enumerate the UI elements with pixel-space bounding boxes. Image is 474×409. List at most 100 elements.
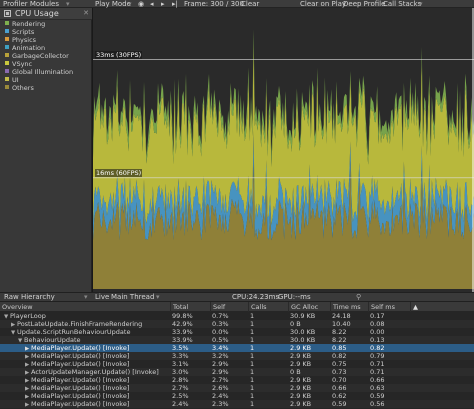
thread-dropdown[interactable]: Main Thread bbox=[111, 293, 155, 301]
legend-item[interactable]: Animation bbox=[5, 45, 45, 52]
hierarchy-column-headers: Overview Total Self Calls GC Alloc Time … bbox=[0, 302, 474, 312]
column-self-ms[interactable]: Self ms bbox=[368, 302, 410, 312]
legend-item[interactable]: UI bbox=[5, 77, 19, 84]
close-icon[interactable]: ✕ bbox=[83, 9, 89, 17]
row-name: BehaviourUpdate bbox=[24, 336, 81, 344]
profiler-modules-dropdown[interactable]: Profiler Modules bbox=[3, 0, 59, 8]
play-mode-dropdown[interactable]: Play Mode bbox=[95, 0, 131, 8]
row-selfms-cell: 0.00 bbox=[370, 328, 385, 336]
table-row[interactable]: ▶ MediaPlayer.Update() [Invoke] 3.5% 3.4% 1 2… bbox=[0, 344, 474, 352]
row-name: MediaPlayer.Update() [Invoke] bbox=[31, 360, 130, 368]
expanded-arrow-icon[interactable]: ▼ bbox=[11, 330, 16, 336]
row-gc-cell: 2.9 KB bbox=[290, 384, 312, 392]
row-time-cell: 10.40 bbox=[332, 320, 351, 328]
collapsed-arrow-icon[interactable]: ▶ bbox=[25, 386, 30, 392]
row-name-cell: ▶ MediaPlayer.Update() [Invoke] bbox=[25, 376, 170, 385]
legend-item[interactable]: Scripts bbox=[5, 29, 34, 36]
legend-label: Others bbox=[12, 84, 34, 92]
legend-swatch-icon bbox=[5, 85, 9, 89]
deep-profile-toggle[interactable]: Deep Profile bbox=[343, 0, 386, 8]
row-total-cell: 42.9% bbox=[172, 320, 193, 328]
gpu-time-readout: GPU:--ms bbox=[278, 293, 311, 301]
row-calls-cell: 1 bbox=[250, 384, 255, 392]
row-time-cell: 24.18 bbox=[332, 312, 351, 320]
record-icon[interactable]: ◉ bbox=[138, 0, 145, 8]
expanded-arrow-icon[interactable]: ▼ bbox=[4, 314, 9, 320]
row-name: MediaPlayer.Update() [Invoke] bbox=[31, 384, 130, 392]
column-time-ms[interactable]: Time ms bbox=[330, 302, 368, 312]
expanded-arrow-icon[interactable]: ▼ bbox=[18, 338, 23, 344]
column-total[interactable]: Total bbox=[170, 302, 210, 312]
collapsed-arrow-icon[interactable]: ▶ bbox=[25, 354, 30, 360]
row-self-cell: 2.3% bbox=[212, 400, 229, 408]
row-gc-cell: 0 B bbox=[290, 320, 301, 328]
clear-on-play-toggle[interactable]: Clear on Play bbox=[300, 0, 347, 8]
row-selfms-cell: 0.71 bbox=[370, 368, 385, 376]
row-gc-cell: 30.0 KB bbox=[290, 328, 316, 336]
clear-button[interactable]: Clear bbox=[241, 0, 260, 8]
sort-arrow-icon[interactable]: ▲ bbox=[410, 302, 474, 312]
table-row[interactable]: ▼ PlayerLoop 99.8% 0.7% 1 30.9 KB 24.18 0.17 bbox=[0, 312, 474, 320]
collapsed-arrow-icon[interactable]: ▶ bbox=[25, 362, 30, 368]
column-self[interactable]: Self bbox=[210, 302, 248, 312]
table-row[interactable]: ▶ MediaPlayer.Update() [Invoke] 3.1% 2.9% 1 2… bbox=[0, 360, 474, 368]
legend-item[interactable]: GarbageCollector bbox=[5, 53, 69, 60]
collapsed-arrow-icon[interactable]: ▶ bbox=[25, 394, 30, 400]
table-row[interactable]: ▶ MediaPlayer.Update() [Invoke] 3.3% 3.2% 1 2… bbox=[0, 352, 474, 360]
table-row[interactable]: ▶ ActorUpdateManager.Update() [Invoke] 3.0… bbox=[0, 368, 474, 376]
row-self-cell: 0.7% bbox=[212, 312, 229, 320]
prev-frame-icon[interactable]: ◂ bbox=[150, 0, 154, 8]
table-row[interactable]: ▼ BehaviourUpdate 33.9% 0.5% 1 30.0 KB 8.22 0.1… bbox=[0, 336, 474, 344]
collapsed-arrow-icon[interactable]: ▶ bbox=[25, 378, 30, 384]
legend-label: GarbageCollector bbox=[12, 52, 69, 60]
legend-label: UI bbox=[12, 76, 19, 84]
legend-item[interactable]: VSync bbox=[5, 61, 32, 68]
row-self-cell: 2.9% bbox=[212, 360, 229, 368]
row-name-cell: ▼ PlayerLoop bbox=[4, 312, 170, 321]
table-row[interactable]: ▶ PostLateUpdate.FinishFrameRendering 42.9… bbox=[0, 320, 474, 328]
table-row[interactable]: ▶ MediaPlayer.Update() [Invoke] 2.5% 2.4% 1 2… bbox=[0, 392, 474, 400]
legend-item[interactable]: Physics bbox=[5, 37, 36, 44]
legend-item[interactable]: Global Illumination bbox=[5, 69, 73, 76]
call-stacks-toggle[interactable]: Call Stacks bbox=[383, 0, 422, 8]
legend-item[interactable]: Rendering bbox=[5, 21, 45, 28]
table-row[interactable]: ▼ Update.ScriptRunBehaviourUpdate 33.9% 0.0… bbox=[0, 328, 474, 336]
row-calls-cell: 1 bbox=[250, 312, 255, 320]
row-time-cell: 0.59 bbox=[332, 400, 347, 408]
collapsed-arrow-icon[interactable]: ▶ bbox=[25, 346, 30, 352]
next-frame-icon[interactable]: ▸ bbox=[161, 0, 165, 8]
current-frame-icon[interactable]: ▸| bbox=[172, 0, 178, 8]
live-toggle[interactable]: Live bbox=[95, 293, 110, 301]
row-self-cell: 3.4% bbox=[212, 344, 229, 352]
legend-label: Physics bbox=[12, 36, 37, 44]
table-row[interactable]: ▶ MediaPlayer.Update() [Invoke] 2.7% 2.6% 1 2… bbox=[0, 384, 474, 392]
frame-counter: Frame: 300 / 300 bbox=[184, 0, 244, 8]
row-selfms-cell: 0.66 bbox=[370, 376, 385, 384]
series-area-vsync bbox=[93, 43, 474, 226]
legend-item[interactable]: Others bbox=[5, 85, 34, 92]
collapsed-arrow-icon[interactable]: ▶ bbox=[11, 322, 16, 328]
legend-swatch-icon bbox=[5, 21, 9, 25]
row-selfms-cell: 0.56 bbox=[370, 400, 385, 408]
collapsed-arrow-icon[interactable]: ▶ bbox=[25, 370, 30, 376]
cpu-usage-chart[interactable]: 33ms (30FPS) 16ms (60FPS) bbox=[93, 8, 474, 292]
legend-swatch-icon bbox=[5, 69, 9, 73]
table-row[interactable]: ▶ MediaPlayer.Update() [Invoke] 2.8% 2.7% 1 2… bbox=[0, 376, 474, 384]
row-total-cell: 3.0% bbox=[172, 368, 189, 376]
column-calls[interactable]: Calls bbox=[248, 302, 288, 312]
view-mode-dropdown[interactable]: Raw Hierarchy bbox=[4, 293, 55, 301]
cpu-usage-module-header[interactable]: CPU Usage ✕ bbox=[0, 8, 92, 20]
row-calls-cell: 1 bbox=[250, 400, 255, 408]
row-gc-cell: 0 B bbox=[290, 368, 301, 376]
search-icon[interactable]: ⚲ bbox=[356, 293, 362, 301]
row-total-cell: 2.8% bbox=[172, 376, 189, 384]
chart-plot bbox=[93, 8, 474, 292]
row-calls-cell: 1 bbox=[250, 352, 255, 360]
table-row[interactable]: ▶ MediaPlayer.Update() [Invoke] 2.4% 2.3% 1 2… bbox=[0, 400, 474, 408]
column-overview[interactable]: Overview bbox=[2, 303, 33, 311]
details-toolbar: Raw Hierarchy ▾ Live Main Thread ▾ CPU:2… bbox=[0, 292, 474, 302]
column-gc-alloc[interactable]: GC Alloc bbox=[288, 302, 330, 312]
collapsed-arrow-icon[interactable]: ▶ bbox=[25, 402, 30, 408]
row-name-cell: ▶ MediaPlayer.Update() [Invoke] bbox=[25, 384, 170, 393]
row-name: MediaPlayer.Update() [Invoke] bbox=[31, 344, 130, 352]
